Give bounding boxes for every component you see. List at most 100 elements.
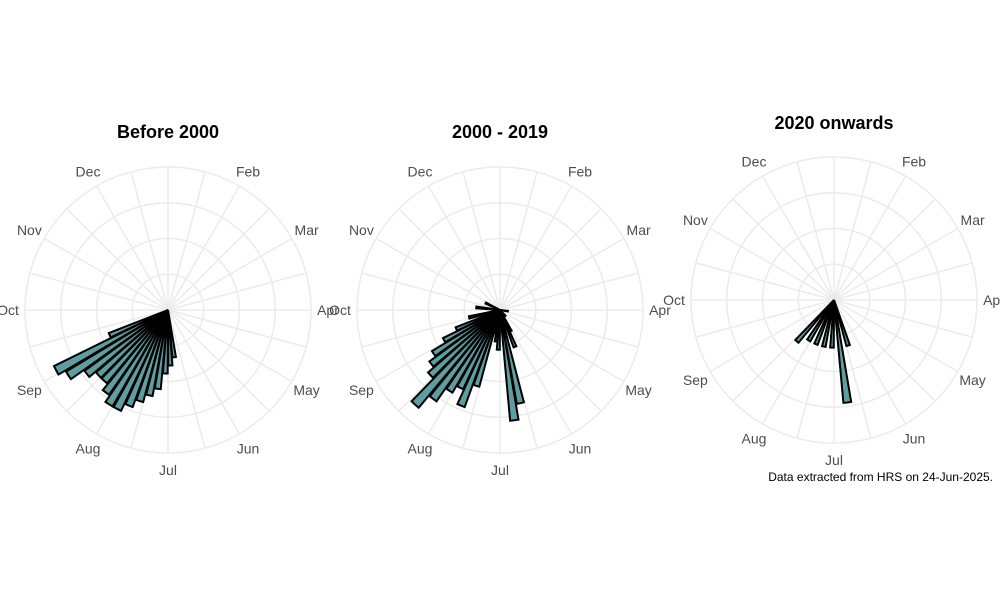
panel-title: 2000 - 2019 (452, 122, 548, 142)
grid-spoke (761, 175, 835, 301)
month-label-aug: Aug (76, 441, 101, 457)
month-label-sep: Sep (349, 382, 374, 398)
polar-bar (64, 309, 169, 381)
panel-title: Before 2000 (117, 122, 219, 142)
polar-bar (467, 309, 501, 320)
polar-bar (428, 309, 501, 403)
grid-spoke (167, 171, 206, 311)
polar-bar (805, 299, 835, 343)
grid-spoke (398, 208, 501, 311)
month-label-aug: Aug (742, 431, 767, 447)
grid-spoke (833, 299, 907, 425)
grid-spoke (167, 272, 307, 311)
month-label-jul: Jul (159, 462, 177, 478)
polar-panel-3: Feb Mar Apr May Jun Jul Aug Sep Oct Nov Dec 2020 on… (663, 113, 1000, 468)
polar-bar (829, 299, 835, 349)
month-label-jun: Jun (237, 441, 260, 457)
grid-spoke (130, 171, 169, 311)
polar-bar (107, 309, 169, 339)
grid-spoke (95, 185, 169, 311)
grid-spoke (833, 262, 973, 301)
month-label-dec: Dec (76, 163, 101, 179)
polar-bar (484, 301, 501, 311)
polar-bar (833, 299, 853, 404)
grid-spoke (833, 299, 936, 402)
month-label-dec: Dec (408, 163, 433, 179)
grid-spoke (167, 309, 307, 348)
grid-spoke (499, 171, 538, 311)
polar-panel-1: Feb Mar Apr May Jun Jul Aug Sep Oct Nov Dec Before … (0, 122, 339, 478)
grid-spoke (833, 161, 872, 301)
grid-spoke (167, 237, 293, 311)
polar-bar (813, 299, 835, 347)
polar-bar (101, 309, 169, 397)
grid-spoke (499, 237, 625, 311)
grid-spoke (167, 208, 270, 311)
panel-title: 2020 onwards (774, 113, 893, 133)
grid-spoke (375, 237, 501, 311)
polar-bar (833, 299, 852, 348)
month-label-aug: Aug (408, 441, 433, 457)
grid-spoke (43, 237, 169, 311)
month-label-nov: Nov (17, 222, 42, 238)
grid-spoke (427, 185, 501, 311)
polar-bar (83, 309, 169, 379)
month-label-nov: Nov (349, 222, 374, 238)
grid-spoke (833, 299, 959, 373)
grid-spoke (833, 299, 973, 338)
month-label-jun: Jun (903, 431, 926, 447)
data-source-caption: Data extracted from HRS on 24-Jun-2025. (768, 470, 993, 484)
month-label-oct: Oct (329, 302, 351, 318)
month-label-may: May (625, 382, 651, 398)
grid-spoke (796, 161, 835, 301)
month-label-mar: Mar (627, 222, 651, 238)
polar-bar (820, 299, 835, 349)
grid-spoke (499, 309, 602, 412)
grid-spoke (167, 309, 241, 435)
grid-spoke (709, 299, 835, 373)
polar-bar (427, 309, 501, 369)
grid-spoke (695, 262, 835, 301)
polar-panel-2: Feb Mar Apr May Jun Jul Aug Sep Oct Nov Dec 2000 - … (329, 122, 671, 478)
polar-bar (441, 309, 501, 344)
grid-spoke (462, 171, 501, 311)
grid-spoke (709, 227, 835, 301)
month-label-oct: Oct (0, 302, 19, 318)
grid-spoke (499, 185, 573, 311)
grid-spoke (499, 272, 639, 311)
month-label-may: May (959, 372, 985, 388)
month-label-jun: Jun (569, 441, 592, 457)
month-label-apr: Apr (317, 302, 339, 318)
grid-spoke (167, 309, 206, 449)
grid-spoke (833, 198, 936, 301)
month-label-apr: Apr (649, 302, 671, 318)
month-label-sep: Sep (683, 372, 708, 388)
polar-bar (430, 309, 501, 358)
grid-spoke (833, 227, 959, 301)
polar-bar (475, 305, 501, 311)
grid-spoke (361, 272, 501, 311)
month-label-jul: Jul (825, 452, 843, 468)
month-label-may: May (293, 382, 319, 398)
grid-spoke (167, 309, 293, 383)
grid-spoke (695, 299, 835, 338)
grid-spoke (66, 208, 169, 311)
month-label-feb: Feb (568, 163, 592, 179)
month-label-jul: Jul (491, 462, 509, 478)
month-label-sep: Sep (17, 382, 42, 398)
polar-bar (426, 309, 501, 380)
month-label-feb: Feb (236, 163, 260, 179)
polar-bar (410, 309, 501, 410)
month-label-oct: Oct (663, 292, 685, 308)
month-label-dec: Dec (742, 153, 767, 169)
grid-spoke (29, 272, 169, 311)
polar-bar (52, 309, 169, 376)
month-label-nov: Nov (683, 212, 708, 228)
polar-bar (793, 299, 835, 345)
grid-spoke (167, 185, 241, 311)
month-label-feb: Feb (902, 153, 926, 169)
polar-bar (454, 309, 501, 332)
month-label-mar: Mar (295, 222, 319, 238)
grid-spoke (499, 309, 639, 348)
